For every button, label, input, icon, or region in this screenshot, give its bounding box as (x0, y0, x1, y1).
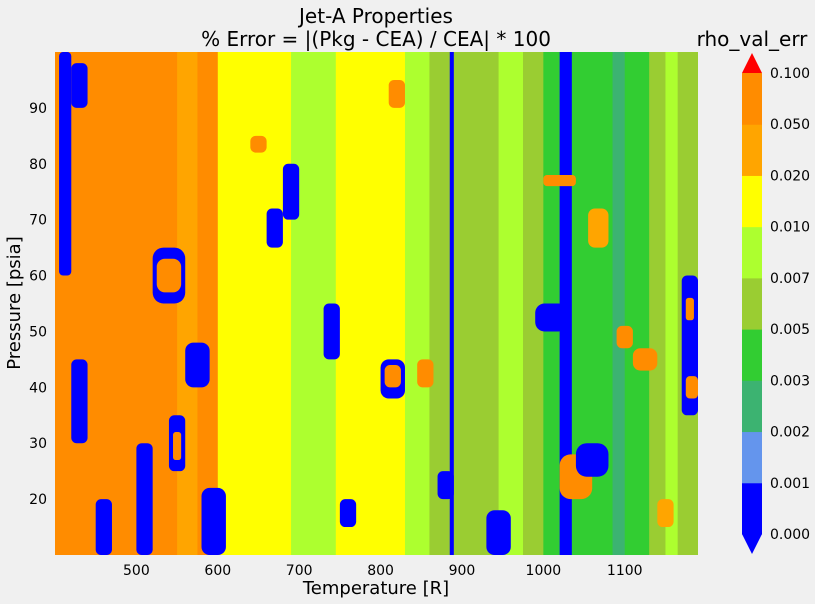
y-tick-label: 20 (29, 492, 47, 508)
y-tick-label: 50 (29, 324, 47, 340)
colorbar-tick-label: 0.005 (770, 322, 810, 338)
contour-patch (59, 52, 72, 276)
chart-subtitle: % Error = |(Pkg - CEA) / CEA| * 100 (201, 27, 551, 51)
contour-band (649, 52, 666, 555)
colorbar-segment (742, 277, 762, 330)
y-tick-label: 30 (29, 436, 47, 452)
contour-patch (685, 297, 694, 321)
colorbar-extend-max (742, 53, 762, 73)
contour-patch (543, 174, 576, 187)
contour-band (453, 52, 500, 555)
y-tick-label: 40 (29, 380, 47, 396)
contour-band (335, 52, 406, 555)
x-tick-label: 500 (123, 563, 150, 579)
colorbar-segment (742, 175, 762, 228)
y-tick-label: 70 (29, 213, 47, 229)
contour-patch (282, 163, 300, 220)
contour-band (665, 52, 679, 555)
colorbar-tick-label: 0.001 (770, 476, 810, 492)
plot-area (55, 52, 698, 555)
contour-band (612, 52, 626, 555)
y-tick-label: 60 (29, 269, 47, 285)
contour-band (429, 52, 451, 555)
colorbar: 0.000 0.001 0.002 0.003 0.005 0.007 0.010 0.020… (742, 53, 810, 554)
contour-patch (588, 208, 609, 248)
colorbar-segment (742, 482, 762, 535)
colorbar-segment (742, 329, 762, 381)
contour-patch (535, 303, 568, 332)
contour-band (624, 52, 650, 555)
contour-band (523, 52, 544, 555)
contour-patch (173, 432, 182, 460)
y-tick-label: 90 (29, 101, 47, 117)
colorbar-segment (742, 124, 762, 176)
contour-patch (201, 487, 226, 555)
colorbar-extend-min (742, 534, 762, 554)
contour-patch (417, 359, 434, 388)
chart-title: Jet-A Properties (297, 4, 453, 28)
colorbar-segment (742, 226, 762, 279)
contour-patch (575, 443, 609, 477)
colorbar-tick-label: 0.020 (770, 168, 810, 184)
contour-band (217, 52, 292, 555)
colorbar-tick-label: 0.100 (770, 66, 810, 82)
colorbar-segment (742, 431, 762, 484)
contour-patch (616, 325, 633, 349)
contour-patch (156, 258, 182, 293)
contour-patch (486, 510, 511, 555)
colorbar-tick-label: 0.000 (770, 527, 810, 543)
x-tick-label: 800 (367, 563, 394, 579)
y-axis-ticks: 20 30 40 50 60 70 80 90 (29, 101, 47, 508)
contour-patch (339, 499, 357, 528)
contour-patch (685, 376, 698, 399)
contour-patch (384, 364, 401, 388)
contour-band (449, 52, 455, 555)
contour-patch (71, 63, 88, 108)
x-tick-label: 700 (286, 563, 313, 579)
contour-band (498, 52, 524, 555)
contour-band (177, 52, 198, 555)
colorbar-tick-label: 0.003 (770, 373, 810, 389)
colorbar-segment (742, 73, 762, 125)
contour-band (291, 52, 337, 555)
colorbar-tick-label: 0.007 (770, 271, 810, 287)
contour-patch (250, 135, 267, 153)
contour-patch (388, 79, 405, 108)
contour-patch (71, 359, 88, 444)
colorbar-title: rho_val_err (697, 27, 809, 51)
colorbar-tick-label: 0.002 (770, 425, 810, 441)
y-tick-label: 80 (29, 157, 47, 173)
y-axis-label: Pressure [psia] (4, 236, 25, 369)
contour-patch (657, 499, 674, 528)
contour-patch (185, 342, 210, 388)
contour-band (197, 52, 219, 555)
contour-patch (266, 208, 283, 248)
contour-patch (95, 499, 112, 555)
contour-band (71, 52, 178, 555)
contour-patch (632, 348, 658, 371)
x-axis-label: Temperature [R] (302, 578, 449, 599)
colorbar-segment (742, 380, 762, 433)
contour-band (404, 52, 430, 555)
x-tick-label: 1100 (607, 563, 643, 579)
colorbar-tick-label: 0.010 (770, 220, 810, 236)
x-axis-ticks: 500 600 700 800 900 1000 1100 (123, 563, 643, 579)
contour-patch (323, 303, 340, 360)
contour-patch (437, 471, 454, 500)
x-tick-label: 600 (204, 563, 231, 579)
x-tick-label: 900 (449, 563, 476, 579)
x-tick-label: 1000 (526, 563, 562, 579)
contour-patch (136, 443, 153, 555)
colorbar-tick-label: 0.050 (770, 117, 810, 133)
